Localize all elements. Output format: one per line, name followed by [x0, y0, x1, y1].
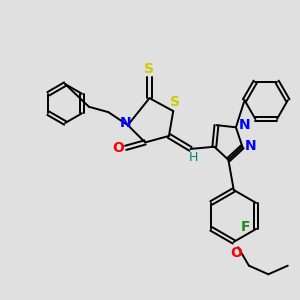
Text: O: O [112, 141, 124, 155]
Text: F: F [241, 220, 250, 234]
Text: N: N [239, 118, 250, 132]
Text: O: O [230, 246, 242, 260]
Text: S: S [170, 95, 180, 110]
Text: S: S [145, 62, 154, 76]
Text: N: N [120, 116, 131, 130]
Text: H: H [189, 151, 199, 164]
Text: N: N [245, 139, 257, 153]
